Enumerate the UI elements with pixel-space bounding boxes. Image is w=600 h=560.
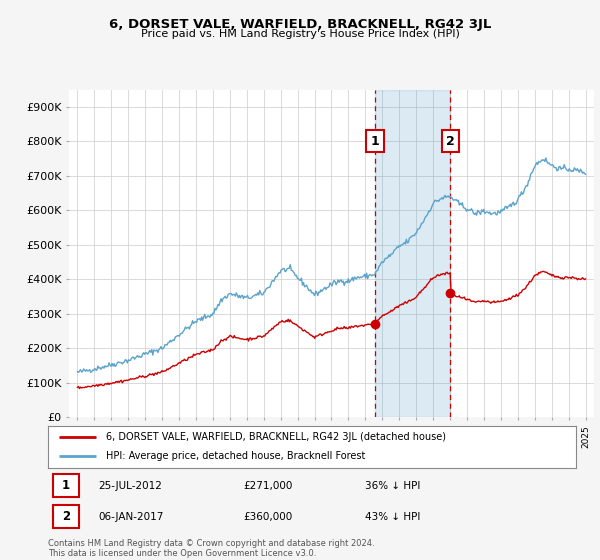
- Text: 06-JAN-2017: 06-JAN-2017: [98, 512, 164, 521]
- FancyBboxPatch shape: [53, 474, 79, 497]
- Text: 1: 1: [371, 135, 379, 148]
- Text: 2: 2: [62, 510, 70, 523]
- Text: 6, DORSET VALE, WARFIELD, BRACKNELL, RG42 3JL (detached house): 6, DORSET VALE, WARFIELD, BRACKNELL, RG4…: [106, 432, 446, 442]
- Text: HPI: Average price, detached house, Bracknell Forest: HPI: Average price, detached house, Brac…: [106, 451, 365, 461]
- Text: 25-JUL-2012: 25-JUL-2012: [98, 481, 162, 491]
- Text: 43% ↓ HPI: 43% ↓ HPI: [365, 512, 420, 521]
- Text: 1: 1: [62, 479, 70, 492]
- Text: 36% ↓ HPI: 36% ↓ HPI: [365, 481, 420, 491]
- Text: Price paid vs. HM Land Registry's House Price Index (HPI): Price paid vs. HM Land Registry's House …: [140, 29, 460, 39]
- FancyBboxPatch shape: [53, 505, 79, 528]
- Text: Contains HM Land Registry data © Crown copyright and database right 2024.
This d: Contains HM Land Registry data © Crown c…: [48, 539, 374, 558]
- Text: 6, DORSET VALE, WARFIELD, BRACKNELL, RG42 3JL: 6, DORSET VALE, WARFIELD, BRACKNELL, RG4…: [109, 18, 491, 31]
- Text: £360,000: £360,000: [244, 512, 293, 521]
- Bar: [375, 90, 451, 417]
- Text: 2: 2: [446, 135, 455, 148]
- Text: £271,000: £271,000: [244, 481, 293, 491]
